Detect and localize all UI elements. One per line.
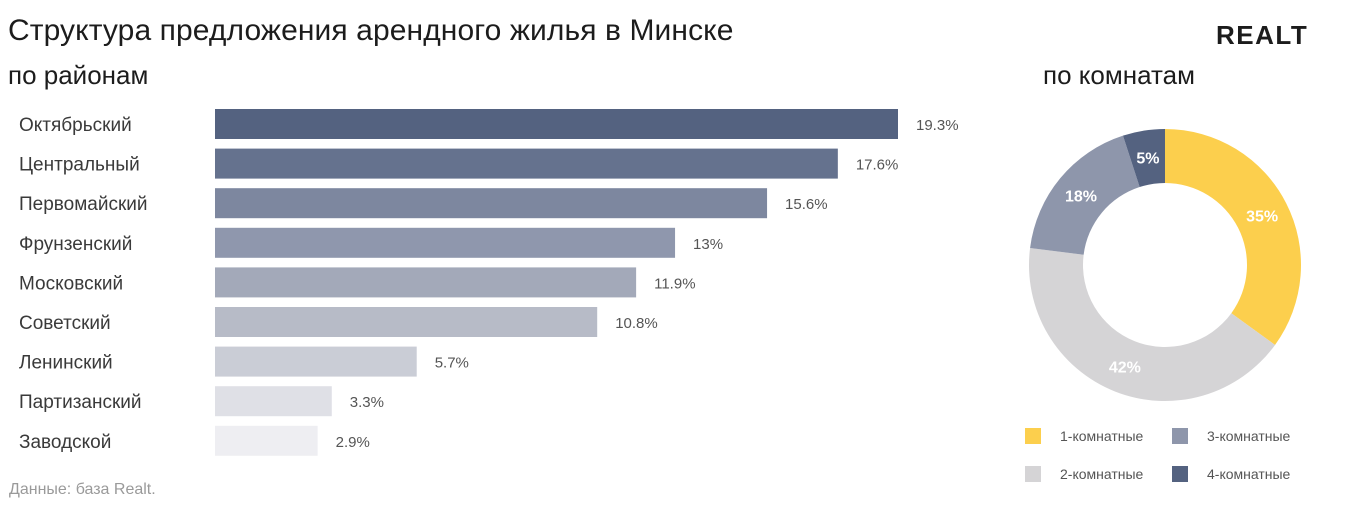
legend-swatch — [1025, 466, 1041, 482]
realt-logo: REALT — [1216, 20, 1309, 50]
bar-category-label: Первомайский — [19, 194, 148, 215]
data-source-note: Данные: база Realt. — [9, 481, 156, 498]
donut-slice — [1122, 129, 1165, 188]
donut-slice — [1029, 247, 1276, 401]
donut-chart-title: по комнатам — [1043, 60, 1195, 90]
donut-value-label: 5% — [1136, 150, 1159, 167]
bar-value-label: 11.9% — [654, 275, 695, 292]
bar-value-label: 17.6% — [856, 157, 899, 174]
bar-value-label: 15.6% — [785, 196, 828, 213]
legend-label: 3-комнатные — [1207, 428, 1291, 444]
bar-category-label: Советский — [19, 313, 111, 334]
district-bar-chart: Октябрьский 19.3% Центральный 17.6% Первомай… — [19, 109, 959, 456]
bar — [215, 188, 768, 219]
legend-swatch — [1025, 428, 1041, 444]
donut-value-label: 35% — [1246, 209, 1278, 226]
bar-value-label: 19.3% — [916, 117, 959, 134]
bar-category-label: Центральный — [19, 155, 140, 176]
legend-label: 2-комнатные — [1060, 466, 1144, 482]
bar-category-label: Фрунзенский — [19, 234, 132, 255]
chart-title: Структура предложения арендного жилья в … — [8, 14, 734, 47]
bar-category-label: Партизанский — [19, 392, 142, 413]
bar — [215, 346, 417, 377]
legend-swatch — [1172, 428, 1188, 444]
bar-value-label: 13% — [693, 236, 723, 253]
bar — [215, 109, 898, 139]
bar-category-label: Ленинский — [19, 353, 113, 374]
legend-swatch — [1172, 466, 1188, 482]
bar-value-label: 10.8% — [615, 315, 658, 332]
bar-category-label: Октябрьский — [19, 115, 132, 136]
bar-value-label: 3.3% — [350, 394, 384, 411]
bar-category-label: Заводской — [19, 432, 111, 453]
bar — [215, 148, 838, 179]
bar — [215, 227, 676, 258]
donut-value-label: 42% — [1109, 359, 1141, 376]
donut-slice — [1165, 129, 1301, 345]
bar — [215, 307, 598, 337]
bar-value-label: 5.7% — [435, 355, 469, 372]
donut-value-label: 18% — [1065, 189, 1097, 206]
bar — [215, 267, 637, 298]
legend-label: 4-комнатные — [1207, 466, 1291, 482]
donut-slice — [1030, 135, 1140, 255]
bar-value-label: 2.9% — [336, 434, 370, 451]
legend-label: 1-комнатные — [1060, 428, 1144, 444]
bar — [215, 386, 332, 417]
bar-category-label: Московский — [19, 273, 123, 294]
bar-chart-title: по районам — [8, 60, 149, 90]
bar — [215, 425, 318, 456]
